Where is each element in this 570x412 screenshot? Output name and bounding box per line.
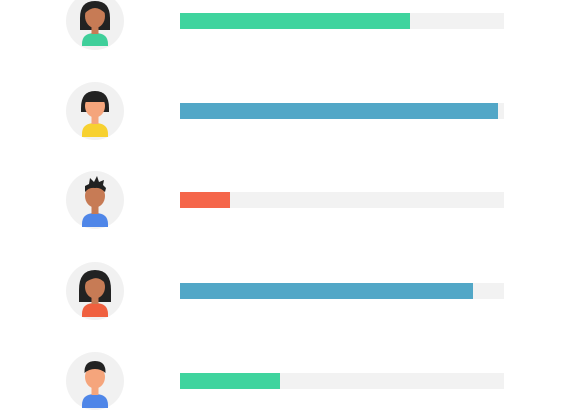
progress-track — [180, 103, 504, 119]
woman-avatar-icon — [66, 0, 124, 50]
progress-track — [180, 192, 504, 208]
avatar — [66, 352, 124, 410]
list-item — [0, 82, 570, 142]
list-item — [0, 0, 570, 52]
list-item — [0, 171, 570, 231]
progress-track — [180, 283, 504, 299]
list-item — [0, 262, 570, 322]
list-item — [0, 352, 570, 412]
progress-fill — [180, 192, 230, 208]
progress-fill — [180, 373, 280, 389]
progress-fill — [180, 103, 498, 119]
avatar — [66, 82, 124, 140]
progress-track — [180, 13, 504, 29]
avatar — [66, 262, 124, 320]
avatar — [66, 171, 124, 229]
man-avatar-icon — [66, 352, 124, 410]
progress-fill — [180, 13, 410, 29]
progress-fill — [180, 283, 473, 299]
progress-track — [180, 373, 504, 389]
woman-avatar-icon — [66, 262, 124, 320]
avatar — [66, 0, 124, 50]
woman-avatar-icon — [66, 82, 124, 140]
man-avatar-icon — [66, 171, 124, 229]
